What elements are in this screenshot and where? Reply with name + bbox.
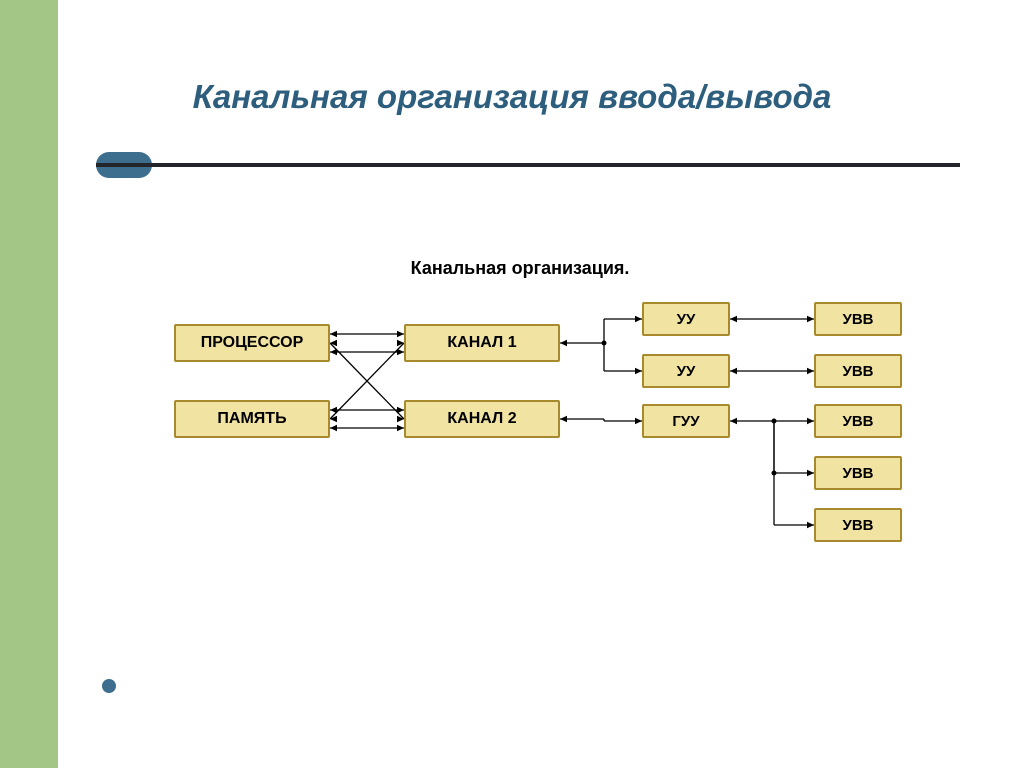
- node-uu1: УУ: [642, 302, 730, 336]
- node-uvv2: УВВ: [814, 354, 902, 388]
- node-memory: ПАМЯТЬ: [174, 400, 330, 438]
- node-uvv4: УВВ: [814, 456, 902, 490]
- node-uvv3: УВВ: [814, 404, 902, 438]
- page: Канальная организация ввода/вывода Канал…: [0, 0, 1024, 768]
- node-channel1: КАНАЛ 1: [404, 324, 560, 362]
- node-channel2: КАНАЛ 2: [404, 400, 560, 438]
- node-uu2: УУ: [642, 354, 730, 388]
- node-processor: ПРОЦЕССОР: [174, 324, 330, 362]
- node-uvv5: УВВ: [814, 508, 902, 542]
- node-uvv1: УВВ: [814, 302, 902, 336]
- node-guu: ГУУ: [642, 404, 730, 438]
